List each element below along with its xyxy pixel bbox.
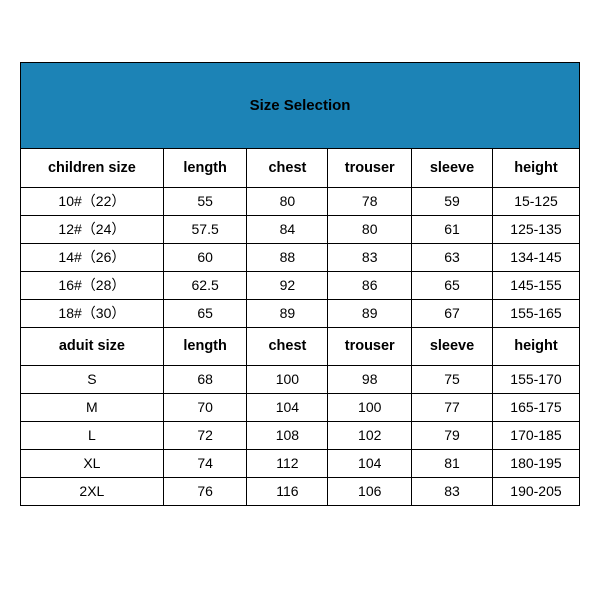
value-cell: 100 <box>247 365 328 393</box>
value-cell: 102 <box>328 421 412 449</box>
value-cell: 83 <box>328 243 412 271</box>
title-bar: Size Selection <box>21 63 579 149</box>
table-row: 2XL7611610683190-205 <box>21 477 579 505</box>
value-cell: 92 <box>247 271 328 299</box>
value-cell: 61 <box>412 215 493 243</box>
value-cell: 81 <box>412 449 493 477</box>
section-header: aduit sizelengthchesttrousersleeveheight <box>21 327 579 365</box>
value-cell: 79 <box>412 421 493 449</box>
value-cell: 88 <box>247 243 328 271</box>
value-cell: 104 <box>328 449 412 477</box>
table-row: 16#（28）62.5928665145-155 <box>21 271 579 299</box>
table-row: 10#（22）5580785915-125 <box>21 187 579 215</box>
size-cell: 16#（28） <box>21 271 163 299</box>
value-cell: 134-145 <box>492 243 579 271</box>
value-cell: 190-205 <box>492 477 579 505</box>
value-cell: 155-165 <box>492 299 579 327</box>
value-cell: 80 <box>328 215 412 243</box>
value-cell: 116 <box>247 477 328 505</box>
value-cell: 112 <box>247 449 328 477</box>
size-type-header: children size <box>21 149 163 187</box>
size-chart: Size Selection children sizelengthchestt… <box>20 62 580 506</box>
value-cell: 89 <box>247 299 328 327</box>
value-cell: 104 <box>247 393 328 421</box>
col-header: chest <box>247 327 328 365</box>
value-cell: 80 <box>247 187 328 215</box>
value-cell: 180-195 <box>492 449 579 477</box>
section-header: children sizelengthchesttrousersleevehei… <box>21 149 579 187</box>
value-cell: 67 <box>412 299 493 327</box>
value-cell: 78 <box>328 187 412 215</box>
value-cell: 55 <box>163 187 247 215</box>
size-type-header: aduit size <box>21 327 163 365</box>
value-cell: 72 <box>163 421 247 449</box>
table-row: S681009875155-170 <box>21 365 579 393</box>
value-cell: 89 <box>328 299 412 327</box>
value-cell: 70 <box>163 393 247 421</box>
value-cell: 15-125 <box>492 187 579 215</box>
table-row: L7210810279170-185 <box>21 421 579 449</box>
value-cell: 74 <box>163 449 247 477</box>
value-cell: 86 <box>328 271 412 299</box>
size-cell: M <box>21 393 163 421</box>
value-cell: 65 <box>163 299 247 327</box>
col-header: length <box>163 327 247 365</box>
table-row: 18#（30）65898967155-165 <box>21 299 579 327</box>
value-cell: 76 <box>163 477 247 505</box>
size-cell: 10#（22） <box>21 187 163 215</box>
value-cell: 62.5 <box>163 271 247 299</box>
table-row: XL7411210481180-195 <box>21 449 579 477</box>
col-header: chest <box>247 149 328 187</box>
col-header: length <box>163 149 247 187</box>
value-cell: 63 <box>412 243 493 271</box>
value-cell: 84 <box>247 215 328 243</box>
size-cell: L <box>21 421 163 449</box>
size-cell: 12#（24） <box>21 215 163 243</box>
value-cell: 170-185 <box>492 421 579 449</box>
col-header: sleeve <box>412 149 493 187</box>
table-row: 14#（26）60888363134-145 <box>21 243 579 271</box>
value-cell: 106 <box>328 477 412 505</box>
value-cell: 145-155 <box>492 271 579 299</box>
col-header: sleeve <box>412 327 493 365</box>
col-header: height <box>492 327 579 365</box>
value-cell: 165-175 <box>492 393 579 421</box>
table-row: M7010410077165-175 <box>21 393 579 421</box>
value-cell: 83 <box>412 477 493 505</box>
value-cell: 100 <box>328 393 412 421</box>
size-cell: 18#（30） <box>21 299 163 327</box>
value-cell: 77 <box>412 393 493 421</box>
value-cell: 108 <box>247 421 328 449</box>
value-cell: 59 <box>412 187 493 215</box>
value-cell: 98 <box>328 365 412 393</box>
size-cell: S <box>21 365 163 393</box>
title-text: Size Selection <box>250 97 351 114</box>
col-header: trouser <box>328 327 412 365</box>
col-header: height <box>492 149 579 187</box>
size-cell: 2XL <box>21 477 163 505</box>
value-cell: 68 <box>163 365 247 393</box>
value-cell: 155-170 <box>492 365 579 393</box>
value-cell: 60 <box>163 243 247 271</box>
value-cell: 75 <box>412 365 493 393</box>
value-cell: 57.5 <box>163 215 247 243</box>
size-cell: 14#（26） <box>21 243 163 271</box>
size-cell: XL <box>21 449 163 477</box>
size-table: children sizelengthchesttrousersleevehei… <box>21 149 579 505</box>
col-header: trouser <box>328 149 412 187</box>
value-cell: 125-135 <box>492 215 579 243</box>
table-row: 12#（24）57.5848061125-135 <box>21 215 579 243</box>
value-cell: 65 <box>412 271 493 299</box>
